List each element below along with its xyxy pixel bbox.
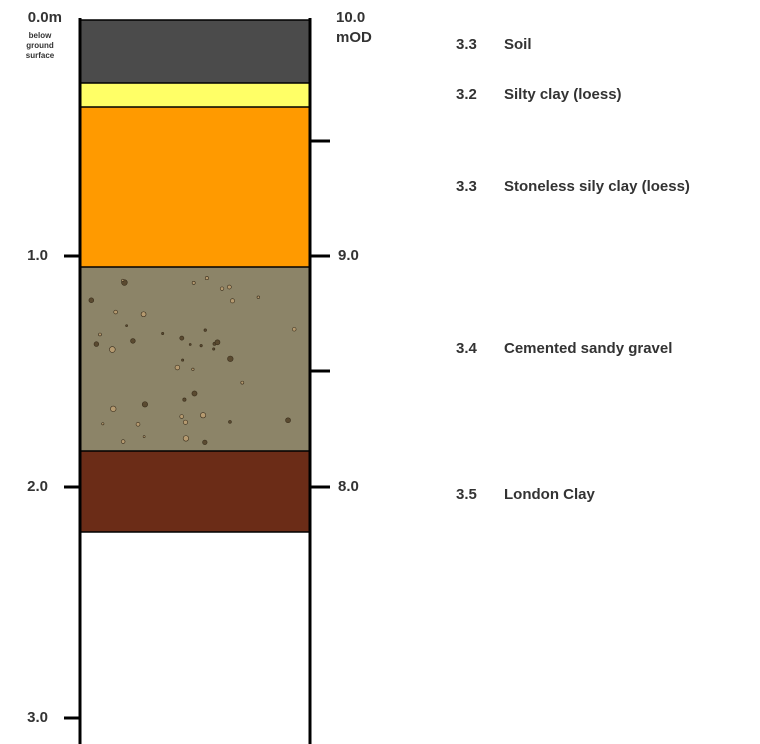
gravel-dot xyxy=(183,398,186,401)
gravel-dot xyxy=(227,285,231,289)
layer-silty-clay xyxy=(80,83,310,107)
gravel-dot xyxy=(122,279,124,281)
depth-note: surface xyxy=(26,51,55,60)
gravel-dot xyxy=(131,339,136,344)
depth-label: 1.0 xyxy=(27,247,48,264)
gravel-dot xyxy=(228,356,234,362)
layer-code: 3.5 xyxy=(456,486,477,503)
gravel-dot xyxy=(228,420,231,423)
gravel-dot xyxy=(183,436,189,442)
layer-labels: 3.3 Soil 3.2 Silty clay (loess) 3.3 Stoneless… xyxy=(456,36,690,503)
gravel-dot xyxy=(141,312,146,317)
layer-name: Cemented sandy gravel xyxy=(504,340,672,357)
gravel-dot xyxy=(89,298,94,303)
stratigraphy-diagram: 0.0m below ground surface 1.0 2.0 3.0 10… xyxy=(0,0,760,744)
layer-code: 3.3 xyxy=(456,178,477,195)
layer-gravel xyxy=(80,267,310,451)
gravel-dot xyxy=(257,296,260,299)
gravel-dot xyxy=(230,299,234,303)
gravel-dot xyxy=(181,359,183,361)
gravel-dot xyxy=(110,406,116,412)
gravel-dot xyxy=(200,413,205,418)
gravel-dot xyxy=(114,310,118,314)
layer-code: 3.4 xyxy=(456,340,478,357)
gravel-dot xyxy=(215,340,220,345)
depth-top: 0.0m xyxy=(28,9,62,26)
depth-note: below xyxy=(29,31,52,40)
gravel-dot xyxy=(162,332,164,334)
gravel-dot xyxy=(203,440,208,445)
level-label: 8.0 xyxy=(338,478,359,495)
layer-name: Silty clay (loess) xyxy=(504,86,622,103)
gravel-dot xyxy=(189,343,191,345)
gravel-dot xyxy=(200,344,202,346)
gravel-dot xyxy=(102,423,104,425)
gravel-dot xyxy=(192,391,197,396)
layer-name: London Clay xyxy=(504,486,595,503)
depth-note: ground xyxy=(26,41,54,50)
level-unit: mOD xyxy=(336,29,372,46)
level-top: 10.0 xyxy=(336,9,365,26)
gravel-dot xyxy=(142,402,147,407)
gravel-dot xyxy=(192,281,195,284)
layer-code: 3.3 xyxy=(456,36,477,53)
level-label: 9.0 xyxy=(338,247,359,264)
layer-soil xyxy=(80,20,310,83)
gravel-dot xyxy=(94,342,99,347)
depth-label: 3.0 xyxy=(27,709,48,726)
gravel-dot xyxy=(109,347,115,353)
gravel-dot xyxy=(183,420,187,424)
gravel-dot xyxy=(136,422,140,426)
layer-name: Stoneless sily clay (loess) xyxy=(504,178,690,195)
layer-name: Soil xyxy=(504,36,532,53)
gravel-dot xyxy=(143,436,145,438)
gravel-dot xyxy=(99,333,102,336)
layer-london-clay xyxy=(80,451,310,532)
gravel-dot xyxy=(180,415,184,419)
gravel-dot xyxy=(220,287,224,291)
gravel-dot xyxy=(241,381,244,384)
gravel-dot xyxy=(126,325,128,327)
gravel-dot xyxy=(213,348,215,350)
gravel-dot xyxy=(205,276,208,279)
gravel-dot xyxy=(175,365,180,370)
gravel-dot xyxy=(292,327,296,331)
depth-label: 2.0 xyxy=(27,478,48,495)
layer-stoneless-clay xyxy=(80,107,310,267)
gravel-dot xyxy=(121,440,125,444)
gravel-dot xyxy=(180,336,184,340)
gravel-dot xyxy=(286,418,291,423)
gravel-dot xyxy=(192,368,194,370)
layer-code: 3.2 xyxy=(456,86,477,103)
gravel-dot xyxy=(204,329,207,332)
